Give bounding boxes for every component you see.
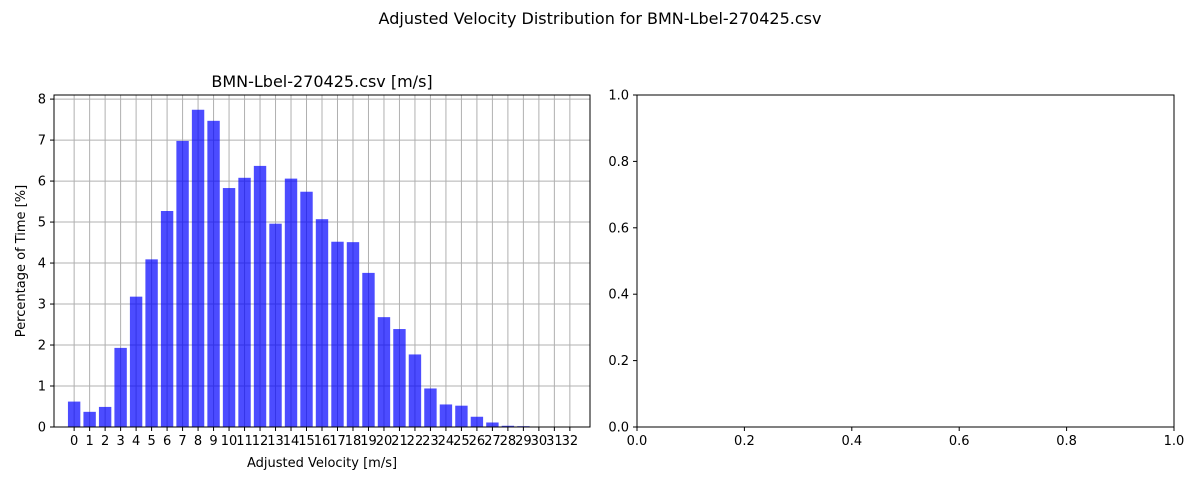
bar-19 — [362, 272, 375, 427]
x-tick-label: 22 — [407, 434, 424, 449]
right-empty-chart: 0.0 0.2 0.4 0.6 0.8 1.0 0.0 0.2 0.4 0.6 0.8 1.0 — [608, 89, 1184, 450]
y-tick-label: 7 — [38, 134, 46, 149]
y-tick-label: 4 — [38, 257, 46, 272]
bar-0 — [67, 401, 81, 427]
x-tick-label: 3 — [116, 434, 124, 449]
right-chart-x-ticks: 0.0 0.2 0.4 0.6 0.8 1.0 — [627, 427, 1185, 449]
x-tick-label: 28 — [500, 434, 517, 449]
x-tick-label: 12 — [252, 434, 269, 449]
x-tick-label: 4 — [132, 434, 140, 449]
bar-21 — [393, 329, 406, 427]
x-tick-label: 0.8 — [1056, 434, 1077, 449]
x-tick-label: 13 — [267, 434, 284, 449]
bar-18 — [346, 242, 360, 427]
x-tick-label: 30 — [531, 434, 548, 449]
y-tick-label: 1 — [38, 380, 46, 395]
bar-11 — [238, 177, 251, 427]
bar-5 — [145, 259, 158, 427]
x-tick-label: 17 — [329, 434, 346, 449]
bar-17 — [331, 241, 344, 427]
right-chart-y-ticks: 0.0 0.2 0.4 0.6 0.8 1.0 — [608, 89, 637, 436]
x-tick-label: 5 — [147, 434, 155, 449]
x-tick-label: 31 — [546, 434, 563, 449]
bar-14 — [284, 178, 298, 427]
left-chart-y-ticks: 0 1 2 3 4 5 6 7 8 — [38, 93, 54, 436]
y-tick-label: 0 — [38, 421, 46, 436]
x-tick-label: 9 — [209, 434, 217, 449]
left-chart-x-axis-label: Adjusted Velocity [m/s] — [247, 456, 397, 471]
y-tick-label: 0.4 — [608, 288, 629, 303]
x-tick-label: 26 — [469, 434, 486, 449]
bar-23 — [424, 388, 437, 427]
x-tick-label: 19 — [360, 434, 377, 449]
x-tick-label: 21 — [391, 434, 408, 449]
x-tick-label: 27 — [484, 434, 501, 449]
bar-20 — [377, 317, 391, 427]
x-tick-label: 23 — [422, 434, 439, 449]
bar-13 — [269, 223, 282, 427]
bar-15 — [300, 191, 313, 427]
x-tick-label: 0.2 — [734, 434, 755, 449]
y-tick-label: 2 — [38, 339, 46, 354]
x-tick-label: 16 — [314, 434, 331, 449]
x-tick-label: 8 — [194, 434, 202, 449]
x-tick-label: 29 — [515, 434, 532, 449]
y-tick-label: 3 — [38, 298, 46, 313]
left-chart-bars — [67, 109, 530, 428]
bar-24 — [439, 404, 453, 427]
bar-4 — [129, 296, 143, 427]
x-tick-label: 18 — [345, 434, 362, 449]
x-tick-label: 0 — [70, 434, 78, 449]
x-tick-label: 11 — [236, 434, 253, 449]
x-tick-label: 14 — [283, 434, 300, 449]
bar-22 — [408, 354, 422, 427]
left-chart-x-ticks: 0 1 2 3 4 5 6 7 8 9 101112131415161718192021222324… — [70, 427, 578, 449]
y-tick-label: 1.0 — [608, 89, 629, 104]
x-tick-label: 0.6 — [949, 434, 970, 449]
x-tick-label: 6 — [163, 434, 171, 449]
bar-25 — [455, 405, 468, 427]
x-tick-label: 20 — [376, 434, 393, 449]
y-tick-label: 0.8 — [608, 155, 629, 170]
bar-9 — [207, 120, 220, 428]
x-tick-label: 32 — [562, 434, 579, 449]
x-tick-label: 0.0 — [627, 434, 648, 449]
left-chart-y-axis-label: Percentage of Time [%] — [14, 185, 29, 337]
y-tick-label: 0.0 — [608, 421, 629, 436]
y-tick-label: 0.2 — [608, 354, 629, 369]
x-tick-label: 1 — [85, 434, 93, 449]
y-tick-label: 5 — [38, 216, 46, 231]
bar-1 — [83, 411, 96, 427]
right-chart-frame — [636, 94, 1175, 428]
x-tick-label: 1.0 — [1164, 434, 1185, 449]
y-tick-label: 6 — [38, 175, 46, 190]
bar-16 — [315, 219, 329, 427]
bar-28 — [501, 425, 515, 427]
bar-8 — [191, 109, 205, 427]
x-tick-label: 0.4 — [841, 434, 862, 449]
y-tick-label: 8 — [38, 93, 46, 108]
bar-3 — [114, 347, 127, 427]
bar-10 — [222, 188, 236, 427]
bar-6 — [160, 210, 174, 427]
bar-2 — [98, 406, 112, 427]
x-tick-label: 10 — [221, 434, 238, 449]
y-tick-label: 0.6 — [608, 221, 629, 236]
bar-7 — [176, 140, 189, 427]
x-tick-label: 7 — [178, 434, 186, 449]
x-tick-label: 2 — [101, 434, 109, 449]
figure-suptitle: Adjusted Velocity Distribution for BMN-L… — [379, 9, 822, 28]
x-tick-label: 24 — [438, 434, 455, 449]
x-tick-label: 15 — [298, 434, 315, 449]
left-bar-chart: 0 1 2 3 4 5 6 7 8 9 101112131415161718192021222324… — [14, 72, 591, 471]
x-tick-label: 25 — [453, 434, 470, 449]
bar-27 — [486, 422, 499, 427]
bar-12 — [253, 165, 267, 428]
left-chart-title: BMN-Lbel-270425.csv [m/s] — [211, 72, 432, 91]
bar-26 — [470, 416, 484, 427]
